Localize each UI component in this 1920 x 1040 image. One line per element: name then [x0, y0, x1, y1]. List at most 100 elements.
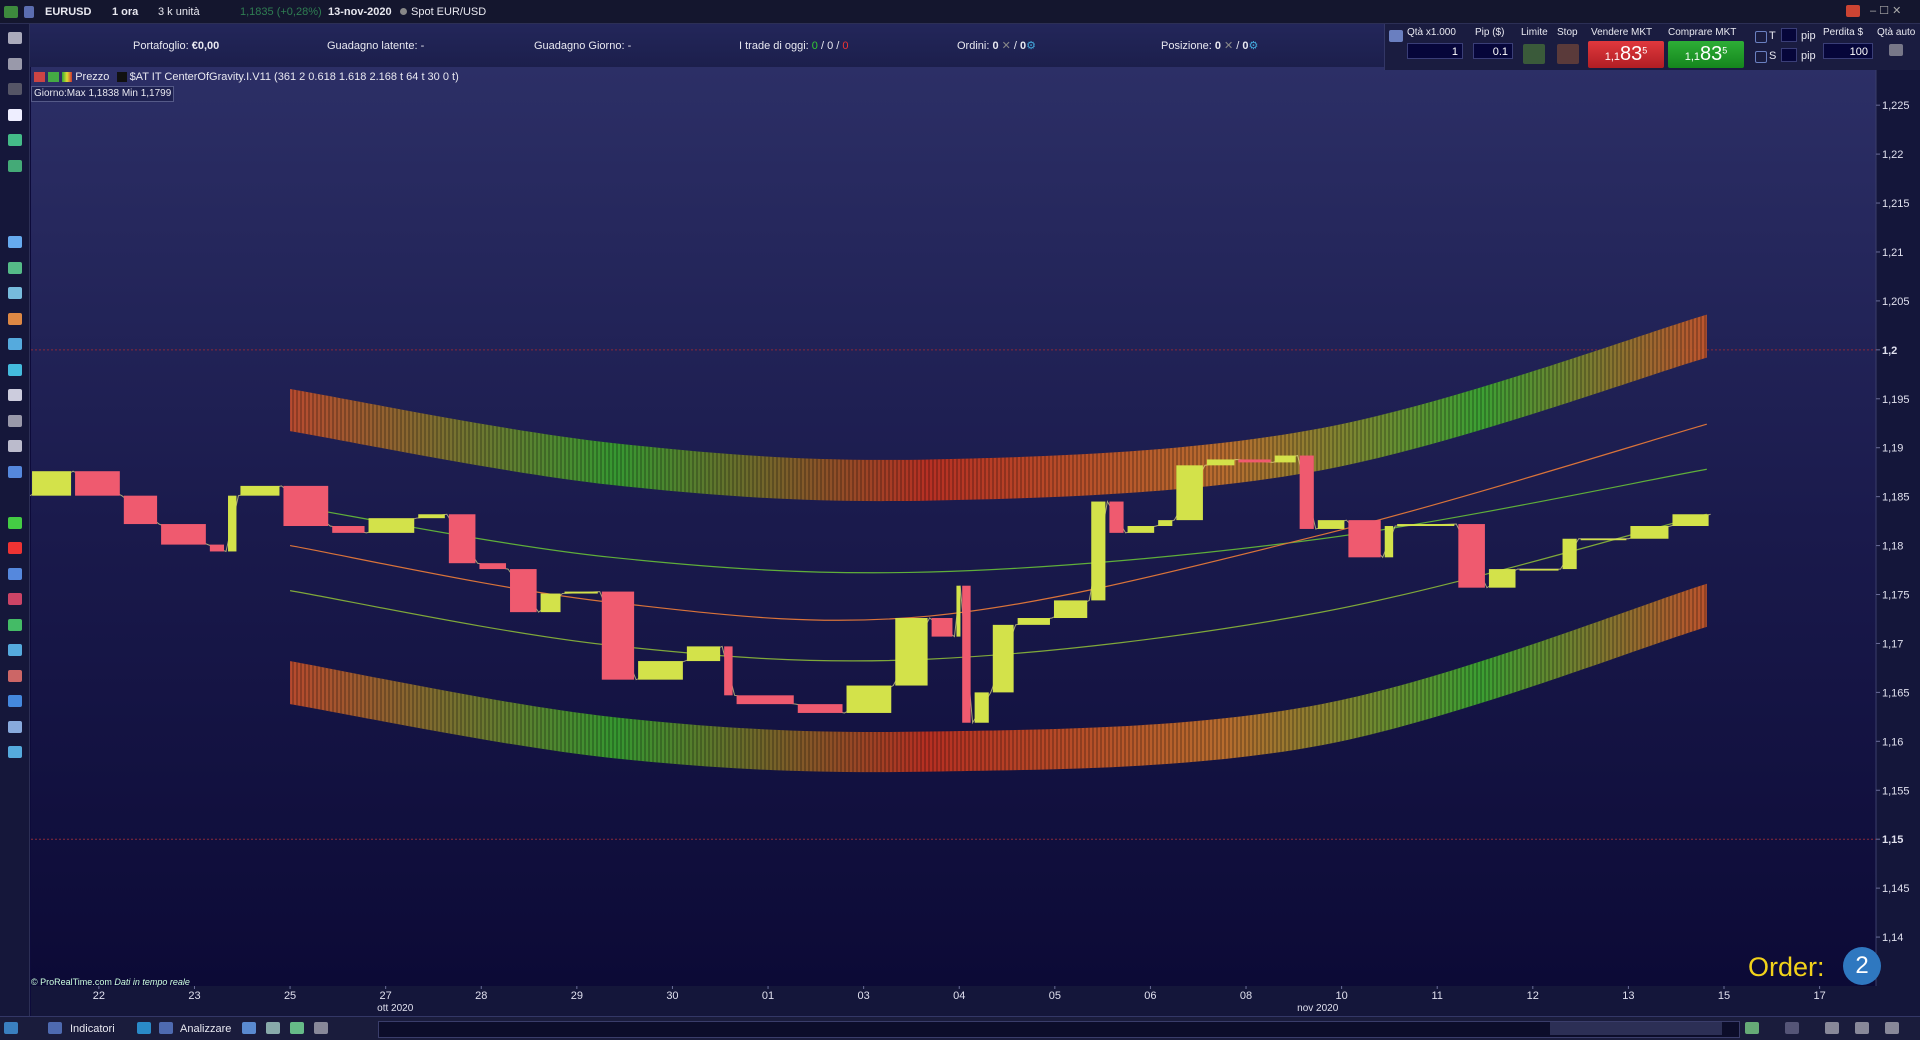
tool-icon[interactable]: [8, 32, 22, 44]
tool-icon[interactable]: [8, 134, 22, 146]
tool-icon[interactable]: [8, 363, 22, 376]
symbol[interactable]: EURUSD: [45, 6, 92, 18]
y-tick-label: 1,14: [1882, 932, 1903, 944]
tool-icon[interactable]: [8, 644, 22, 656]
tool-icon[interactable]: [8, 720, 22, 733]
orders[interactable]: Ordini: 0 ✕ / 0⚙: [957, 40, 1037, 52]
s-checkbox[interactable]: [1755, 51, 1767, 63]
tool-icon[interactable]: [8, 108, 22, 121]
date: 13-nov-2020: [328, 6, 392, 18]
symbol-icon: [24, 6, 34, 18]
tool-icon[interactable]: [8, 185, 22, 197]
y-tick-label: 1,145: [1882, 883, 1910, 895]
price-main: 83: [1620, 43, 1643, 65]
tool-icon[interactable]: [1745, 1022, 1759, 1034]
candle: [228, 495, 237, 552]
tool-icon[interactable]: [290, 1022, 304, 1034]
tool-icon[interactable]: [8, 338, 22, 350]
undo-icon[interactable]: [1785, 1022, 1799, 1034]
t-checkbox[interactable]: [1755, 31, 1767, 43]
candle: [992, 624, 1014, 693]
tool-icon[interactable]: [8, 440, 22, 452]
limit-button[interactable]: [1523, 44, 1545, 64]
candle: [846, 685, 892, 713]
tool-icon[interactable]: [8, 695, 22, 707]
pip-input[interactable]: 0.1: [1473, 43, 1513, 59]
s-label: S: [1769, 50, 1777, 62]
candle: [686, 646, 721, 662]
pip-label: Pip ($): [1475, 27, 1505, 38]
stop-label: Stop: [1557, 27, 1578, 38]
channel-hatch: [290, 583, 1707, 773]
add-icon[interactable]: [48, 72, 60, 83]
y-tick-label: 1,215: [1882, 198, 1910, 210]
window-controls[interactable]: – ☐ ✕: [1870, 5, 1902, 17]
zoom-icon[interactable]: [1825, 1022, 1839, 1034]
zoom-out-icon[interactable]: [1855, 1022, 1869, 1034]
limit-label: Limite: [1521, 27, 1548, 38]
tool-icon[interactable]: [8, 516, 22, 529]
auto-qty-button[interactable]: [1889, 44, 1903, 56]
price-prefix: 1,1: [1684, 51, 1701, 63]
y-tick-label: 1,195: [1882, 394, 1910, 406]
tool-icon[interactable]: [8, 542, 22, 554]
candle: [1630, 526, 1669, 539]
price-sup: 5: [1642, 45, 1648, 56]
y-tick-label: 1,205: [1882, 296, 1910, 308]
x-tick-label: 25: [284, 990, 296, 1002]
tool-icon[interactable]: [8, 593, 22, 605]
tool-icon[interactable]: [8, 618, 22, 631]
sell-button[interactable]: 1,1835: [1588, 41, 1664, 68]
tool-icon[interactable]: [1389, 30, 1403, 42]
position[interactable]: Posizione: 0 ✕ / 0⚙: [1161, 40, 1259, 52]
tool-icon[interactable]: [242, 1022, 256, 1034]
tool-icon[interactable]: [314, 1022, 328, 1034]
tool-icon[interactable]: [8, 491, 22, 503]
x-tick-label: 03: [858, 990, 870, 1002]
tool-icon[interactable]: [8, 567, 22, 580]
candle: [638, 661, 683, 680]
candle: [1206, 459, 1235, 466]
indicators-button[interactable]: Indicatori: [70, 1023, 115, 1035]
buy-button[interactable]: 1,1835: [1668, 41, 1744, 68]
loss-input[interactable]: 100: [1823, 43, 1873, 59]
tool-icon[interactable]: [8, 465, 22, 478]
tool-icon[interactable]: [8, 746, 22, 758]
tool-icon[interactable]: [8, 389, 22, 401]
candle: [1580, 538, 1627, 541]
scrollbar[interactable]: [378, 1021, 1740, 1038]
indicators-icon[interactable]: [48, 1022, 62, 1034]
qty-input[interactable]: 1: [1407, 43, 1463, 59]
tool-icon[interactable]: [8, 236, 22, 248]
stop-button[interactable]: [1557, 44, 1579, 64]
quantity[interactable]: 3 k unità: [158, 6, 200, 18]
x-tick-label: 30: [666, 990, 678, 1002]
tool-icon[interactable]: [8, 414, 22, 427]
scroll-thumb[interactable]: [1550, 1022, 1722, 1035]
zoom-in-icon[interactable]: [1885, 1022, 1899, 1034]
tool-icon[interactable]: [8, 57, 22, 70]
tool-icon[interactable]: [8, 159, 22, 172]
candle: [724, 646, 733, 696]
window-icon[interactable]: [1846, 5, 1860, 17]
tool-icon[interactable]: [8, 287, 22, 299]
tool-icon[interactable]: [8, 83, 22, 95]
s-input[interactable]: [1781, 48, 1797, 62]
t-input[interactable]: [1781, 28, 1797, 42]
candle: [332, 526, 365, 533]
candle: [1348, 520, 1381, 558]
analyze-icon[interactable]: [159, 1022, 173, 1034]
analyze-button[interactable]: Analizzare: [180, 1023, 232, 1035]
chart-type-icon[interactable]: [4, 1022, 18, 1034]
timeframe[interactable]: 1 ora: [112, 6, 139, 18]
plot: 1,14 1,145 1,15 1,155 1,16 1,165 1,17 1,175 1,18…: [24, 100, 1910, 1014]
y-tick-label: 1,19: [1882, 443, 1903, 455]
indicator-label: $AT IT CenterOfGravity.I.V11 (361 2 0.61…: [129, 71, 459, 83]
tool-icon[interactable]: [8, 669, 22, 682]
tool-icon[interactable]: [8, 261, 22, 274]
tool-icon[interactable]: [266, 1022, 280, 1034]
close-icon[interactable]: [34, 72, 45, 83]
tool-icon[interactable]: [8, 211, 22, 223]
share-icon[interactable]: [137, 1022, 151, 1034]
tool-icon[interactable]: [8, 312, 22, 325]
